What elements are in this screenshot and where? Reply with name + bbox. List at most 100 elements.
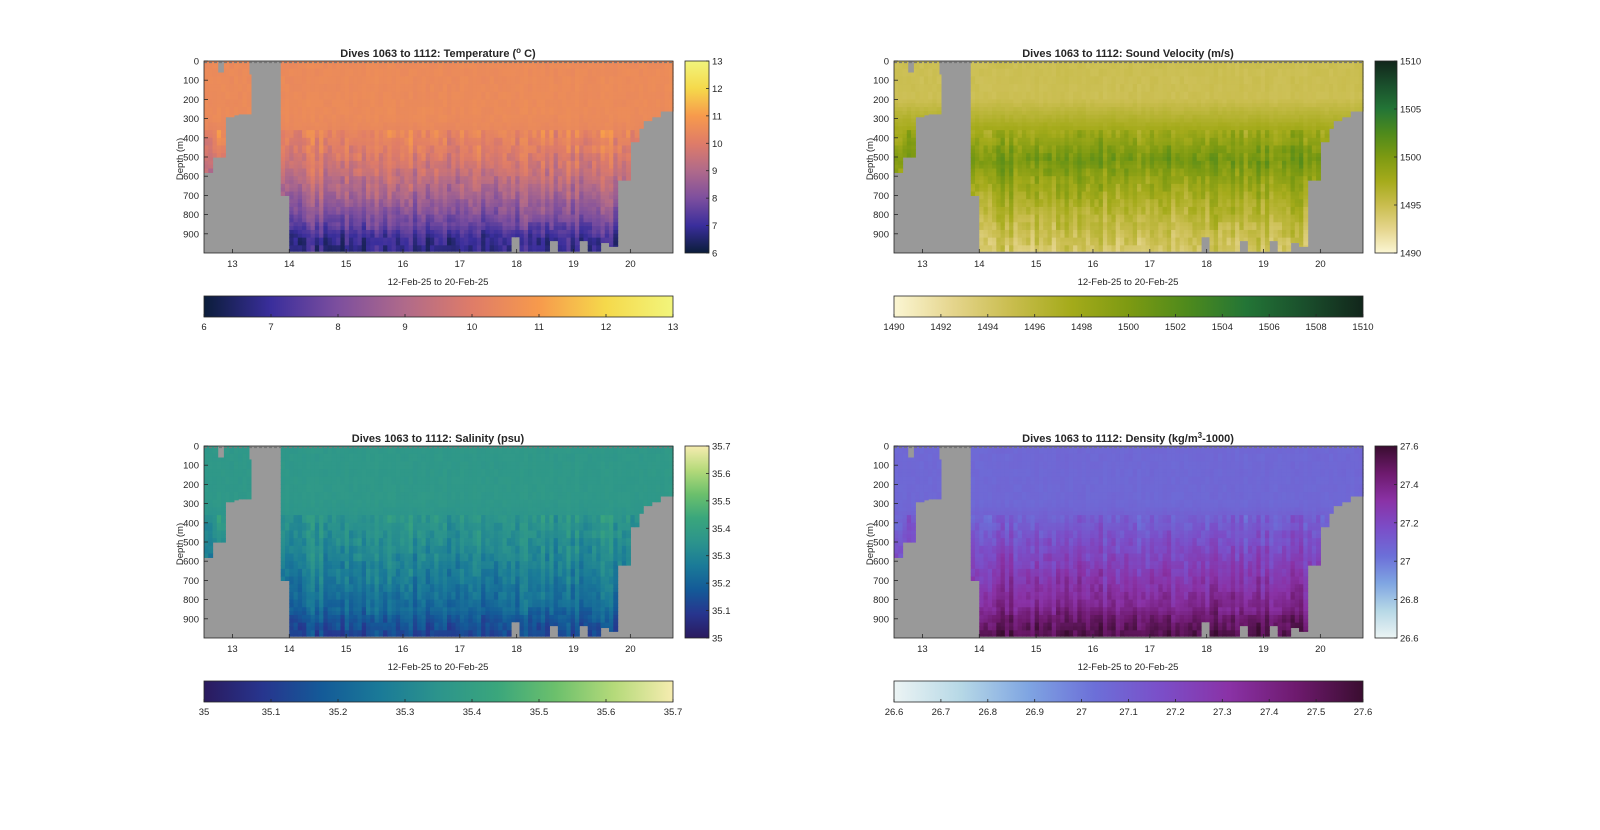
heatmap-cell	[348, 72, 354, 77]
heatmap-cell	[510, 180, 516, 185]
heatmap-cell	[545, 176, 550, 181]
heatmap-cell	[447, 99, 452, 104]
heatmap-cell	[204, 153, 209, 158]
heatmap-cell	[519, 237, 525, 243]
heatmap-cell	[319, 233, 324, 239]
heatmap-cell	[421, 164, 427, 170]
heatmap-cell	[229, 95, 235, 100]
heatmap-cell	[442, 199, 448, 204]
heatmap-cell	[975, 118, 980, 124]
heatmap-cell	[557, 241, 563, 246]
heatmap-cell	[336, 203, 342, 208]
heatmap-cell	[510, 164, 516, 170]
heatmap-cell	[323, 95, 329, 100]
heatmap-cell	[481, 145, 486, 150]
heatmap-cell	[340, 245, 346, 250]
heatmap-cell	[293, 191, 299, 196]
heatmap-cell	[579, 218, 585, 223]
heatmap-cell	[302, 153, 307, 158]
heatmap-cell	[566, 249, 572, 252]
heatmap-cell	[302, 245, 307, 250]
heatmap-cell	[306, 107, 312, 112]
heatmap-cell	[212, 91, 218, 97]
heatmap-cell	[468, 160, 474, 166]
heatmap-cell	[591, 126, 597, 131]
heatmap-cell	[485, 195, 491, 200]
heatmap-cell	[374, 149, 380, 154]
heatmap-cell	[992, 99, 997, 104]
heatmap-cell	[545, 99, 550, 104]
heatmap-cell	[331, 118, 337, 124]
heatmap-cell	[400, 118, 405, 124]
heatmap-cell	[549, 137, 555, 143]
heatmap-cell	[617, 160, 623, 166]
heatmap-cell	[442, 210, 448, 216]
heatmap-cell	[447, 133, 452, 139]
heatmap-cell	[319, 210, 324, 216]
heatmap-cell	[408, 99, 414, 104]
heatmap-cell	[455, 157, 461, 162]
heatmap-cell	[293, 99, 299, 104]
heatmap-cell	[604, 145, 610, 150]
heatmap-cell	[357, 133, 363, 139]
heatmap-cell	[519, 84, 525, 89]
heatmap-cell	[992, 84, 997, 89]
heatmap-cell	[447, 229, 452, 235]
heatmap-cell	[314, 168, 320, 173]
heatmap-cell	[975, 180, 980, 185]
heatmap-cell	[519, 172, 525, 177]
heatmap-cell	[400, 76, 405, 81]
heatmap-cell	[391, 176, 397, 181]
heatmap-cell	[472, 249, 478, 252]
heatmap-cell	[587, 110, 593, 116]
heatmap-cell	[609, 110, 614, 116]
heatmap-cell	[515, 130, 521, 135]
heatmap-cell	[472, 153, 478, 158]
heatmap-cell	[970, 180, 976, 185]
heatmap-cell	[348, 110, 354, 116]
heatmap-cell	[468, 157, 474, 162]
heatmap-cell	[216, 145, 222, 150]
heatmap-cell	[481, 64, 486, 70]
heatmap-cell	[587, 64, 593, 70]
heatmap-cell	[481, 195, 486, 200]
heatmap-cell	[344, 84, 350, 89]
heatmap-cell	[225, 114, 231, 118]
heatmap-cell	[348, 64, 354, 70]
heatmap-cell	[532, 95, 538, 100]
heatmap-cell	[485, 76, 491, 81]
heatmap-cell	[502, 114, 508, 120]
heatmap-cell	[421, 237, 427, 243]
heatmap-cell	[970, 191, 976, 196]
heatmap-cell	[553, 137, 559, 143]
heatmap-cell	[447, 61, 452, 66]
heatmap-cell	[506, 107, 512, 112]
heatmap-cell	[204, 91, 209, 97]
heatmap-cell	[579, 168, 585, 173]
heatmap-cell	[404, 87, 410, 93]
heatmap-cell	[979, 110, 985, 116]
heatmap-cell	[902, 64, 908, 70]
heatmap-cell	[323, 141, 329, 147]
heatmap-cell	[574, 191, 580, 196]
heatmap-cell	[519, 130, 525, 135]
heatmap-cell	[915, 64, 921, 70]
heatmap-cell	[391, 195, 397, 200]
heatmap-cell	[574, 157, 580, 162]
heatmap-cell	[306, 180, 312, 185]
heatmap-cell	[336, 176, 342, 181]
heatmap-cell	[557, 122, 563, 127]
heatmap-cell	[238, 72, 243, 77]
heatmap-cell	[387, 137, 393, 143]
heatmap-cell	[310, 168, 316, 173]
heatmap-cell	[306, 99, 312, 104]
heatmap-cell	[331, 68, 337, 74]
heatmap-cell	[434, 164, 440, 170]
heatmap-cell	[510, 130, 516, 135]
heatmap-cell	[519, 80, 525, 85]
heatmap-cell	[902, 126, 908, 131]
heatmap-cell	[400, 87, 405, 93]
heatmap-cell	[579, 233, 585, 239]
heatmap-cell	[579, 153, 585, 158]
heatmap-cell	[387, 164, 393, 170]
